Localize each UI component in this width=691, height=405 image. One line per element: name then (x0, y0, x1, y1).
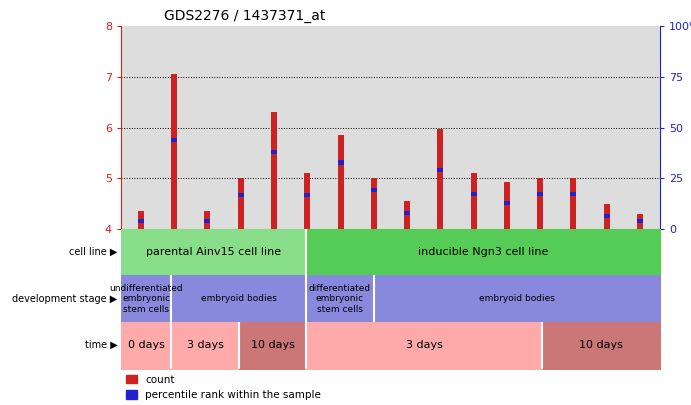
Text: 10 days: 10 days (251, 340, 294, 350)
Text: differentiated
embryonic
stem cells: differentiated embryonic stem cells (309, 284, 371, 313)
Bar (304, 193, 310, 197)
Bar (537, 178, 543, 229)
Bar (371, 188, 377, 192)
Bar (205, 219, 211, 223)
Bar (637, 214, 643, 229)
Bar (471, 173, 477, 229)
Text: GDS2276 / 1437371_at: GDS2276 / 1437371_at (164, 9, 325, 23)
Bar (604, 214, 609, 218)
Bar (238, 193, 244, 197)
Bar (138, 211, 144, 229)
Bar (271, 112, 277, 229)
Bar (337, 135, 343, 229)
Bar (504, 182, 510, 229)
Bar (437, 129, 444, 229)
Bar (404, 211, 410, 215)
Text: 3 days: 3 days (187, 340, 224, 350)
Bar (205, 211, 211, 229)
Text: parental Ainv15 cell line: parental Ainv15 cell line (146, 247, 281, 257)
Bar (337, 160, 343, 164)
Text: undifferentiated
embryonic
stem cells: undifferentiated embryonic stem cells (109, 284, 183, 313)
Text: embryoid bodies: embryoid bodies (201, 294, 277, 303)
Bar (138, 219, 144, 223)
Text: inducible Ngn3 cell line: inducible Ngn3 cell line (418, 247, 548, 257)
Bar (604, 203, 609, 229)
Bar (404, 201, 410, 229)
Bar (537, 192, 543, 196)
Legend: count, percentile rank within the sample: count, percentile rank within the sample (126, 375, 321, 400)
Text: 3 days: 3 days (406, 340, 442, 350)
Text: cell line ▶: cell line ▶ (69, 247, 117, 257)
Text: time ▶: time ▶ (85, 340, 117, 350)
Bar (570, 192, 576, 196)
Bar (471, 192, 477, 196)
Text: 10 days: 10 days (579, 340, 623, 350)
Bar (371, 178, 377, 229)
Bar (437, 168, 444, 172)
Bar (238, 178, 244, 229)
Bar (570, 178, 576, 229)
Text: embryoid bodies: embryoid bodies (479, 294, 555, 303)
Bar (171, 138, 177, 142)
Text: 0 days: 0 days (128, 340, 164, 350)
Bar (637, 219, 643, 223)
Bar (271, 150, 277, 154)
Bar (304, 173, 310, 229)
Text: development stage ▶: development stage ▶ (12, 294, 117, 304)
Bar (171, 75, 177, 229)
Bar (504, 201, 510, 205)
